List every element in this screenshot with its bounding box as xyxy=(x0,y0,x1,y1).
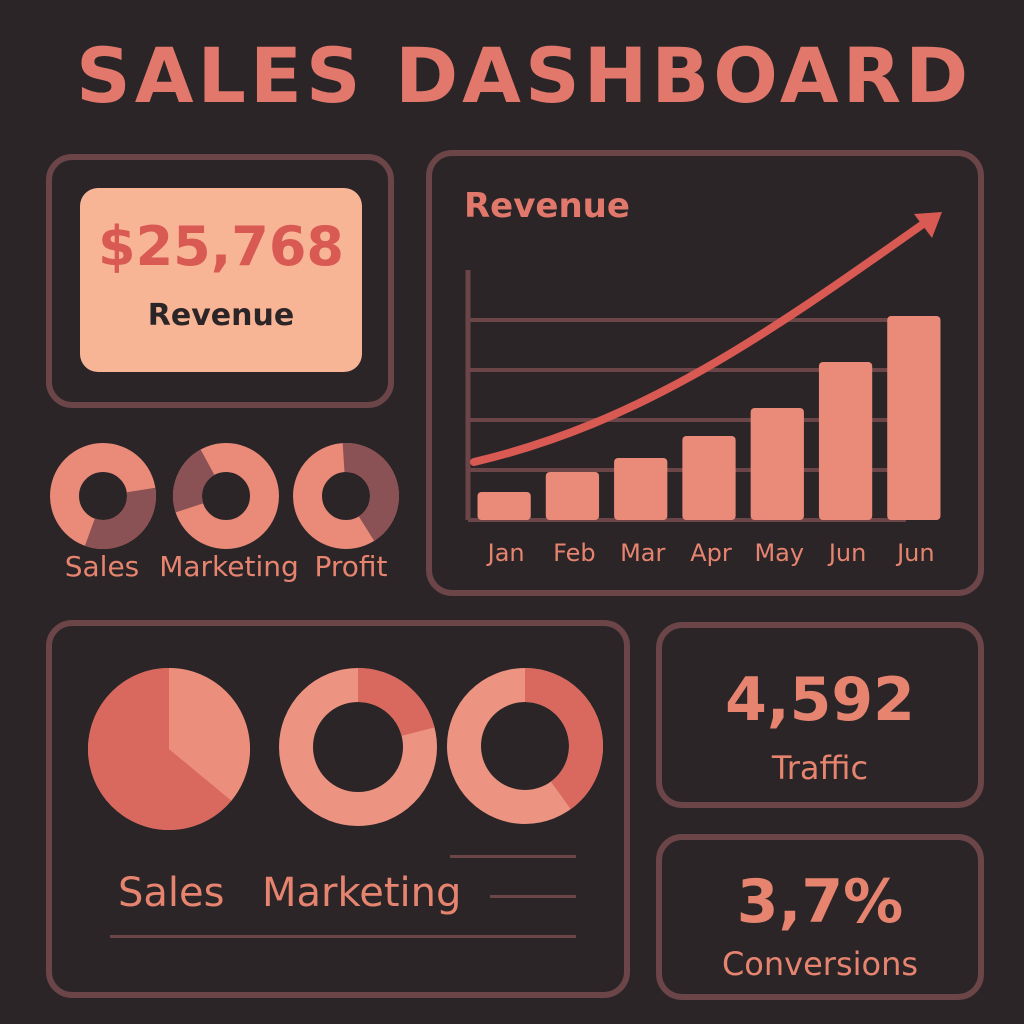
mini-donut-1-segment xyxy=(173,442,279,549)
mini-donut-label-sales: Sales xyxy=(64,550,140,583)
revenue-bar-6[interactable] xyxy=(887,316,941,520)
mini-donut-sales[interactable] xyxy=(50,443,156,549)
month-label-6: Jun xyxy=(897,539,935,567)
month-label-0: Jan xyxy=(487,539,525,567)
revenue-bar-3[interactable] xyxy=(682,436,736,520)
legend-label-marketing: Marketing xyxy=(262,870,462,916)
month-label-1: Feb xyxy=(553,539,596,567)
profit-donut-chart[interactable] xyxy=(447,668,603,824)
mini-donut-2-segment xyxy=(293,443,399,549)
pie-slice-major xyxy=(88,668,232,830)
traffic-panel[interactable] xyxy=(656,622,984,808)
revenue-kpi-card[interactable]: $25,768 Revenue xyxy=(80,188,362,372)
kpi-panel xyxy=(46,154,394,408)
mini-donut-label-marketing: Marketing xyxy=(159,550,299,583)
mini-donut-profit[interactable] xyxy=(293,443,399,549)
revenue-bar-4[interactable] xyxy=(750,408,804,520)
traffic-label: Traffic xyxy=(771,749,869,787)
mini-donut-marketing[interactable] xyxy=(173,442,279,549)
revenue-bar-chart xyxy=(465,212,942,522)
profit-donut-segment xyxy=(447,668,603,824)
conversions-panel[interactable] xyxy=(656,834,984,1000)
trend-line xyxy=(470,218,930,466)
conversions-label: Conversions xyxy=(721,945,919,983)
pie-slice-minor xyxy=(169,668,251,801)
traffic-value: 4,592 xyxy=(725,665,915,735)
legend-label-sales: Sales xyxy=(118,870,225,916)
mini-donut-label-profit: Profit xyxy=(314,550,388,583)
distribution-panel xyxy=(46,620,630,998)
marketing-donut-segment xyxy=(279,668,437,826)
sales-pie-chart[interactable] xyxy=(88,668,251,830)
revenue-bar-1[interactable] xyxy=(545,472,600,520)
revenue-bar-0[interactable] xyxy=(477,492,531,520)
legend-rule-bottom xyxy=(110,935,576,938)
revenue-kpi-value: $25,768 xyxy=(98,215,344,278)
revenue-bar-2[interactable] xyxy=(614,458,668,520)
trend-arrowhead xyxy=(914,212,942,238)
revenue-bar-5[interactable] xyxy=(818,362,873,520)
month-label-5: Jun xyxy=(828,539,867,567)
revenue-chart-panel xyxy=(426,150,984,596)
month-label-3: Apr xyxy=(690,539,732,567)
revenue-chart-title: Revenue xyxy=(464,186,630,226)
marketing-donut-chart[interactable] xyxy=(279,668,437,826)
conversions-value: 3,7% xyxy=(736,867,904,937)
legend-rule-top xyxy=(450,855,576,858)
month-label-4: May xyxy=(754,539,805,567)
page-title: SALES DASHBOARD xyxy=(76,31,973,120)
revenue-kpi-label: Revenue xyxy=(147,298,295,333)
month-label-2: Mar xyxy=(620,539,666,567)
legend-rule-middle xyxy=(490,895,576,898)
